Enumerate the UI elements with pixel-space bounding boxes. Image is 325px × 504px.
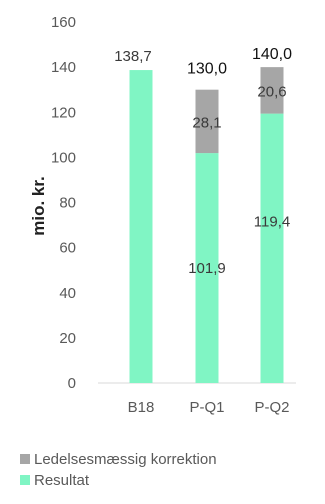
x-category-label: P-Q2	[254, 399, 289, 416]
y-tick-label: 20	[59, 330, 76, 347]
data-label-korrektion: 28,1	[192, 114, 221, 131]
y-tick-label: 120	[51, 104, 76, 121]
legend-swatch-korrektion	[20, 454, 30, 464]
x-category-label: B18	[128, 399, 155, 416]
y-axis-label: mio. kr.	[29, 176, 48, 236]
y-tick-label: 40	[59, 285, 76, 302]
data-label-resultat: 138,7	[114, 48, 152, 65]
bar-segment-korrektion	[195, 89, 219, 154]
x-category-label: P-Q1	[189, 399, 224, 416]
data-label-total: 130,0	[187, 61, 227, 78]
plot-layer: 0 20 40 60 80 100 120 140 160 B18 P-Q1 P-Q2 138,7 101…	[51, 14, 292, 416]
y-tick-label: 80	[59, 195, 76, 212]
legend-label-resultat: Resultat	[34, 472, 90, 489]
legend-label-korrektion: Ledelsesmæssig korrektion	[34, 451, 217, 468]
legend: Ledelsesmæssig korrektion Resultat	[20, 451, 217, 489]
legend-swatch-resultat	[20, 475, 30, 485]
y-tick-label: 140	[51, 59, 76, 76]
bar-segment-resultat	[129, 70, 153, 383]
y-tick-label: 60	[59, 240, 76, 257]
bar-segment-resultat	[195, 153, 219, 383]
data-label-total: 140,0	[252, 46, 292, 63]
y-tick-label: 0	[68, 375, 76, 392]
bar-segment-resultat	[260, 113, 284, 383]
y-tick-label: 100	[51, 149, 76, 166]
bar-segment-korrektion	[260, 67, 284, 114]
data-label-korrektion: 20,6	[257, 83, 286, 100]
data-label-resultat: 119,4	[254, 213, 290, 230]
data-label-resultat: 101,9	[188, 260, 226, 277]
y-tick-label: 160	[51, 14, 76, 31]
